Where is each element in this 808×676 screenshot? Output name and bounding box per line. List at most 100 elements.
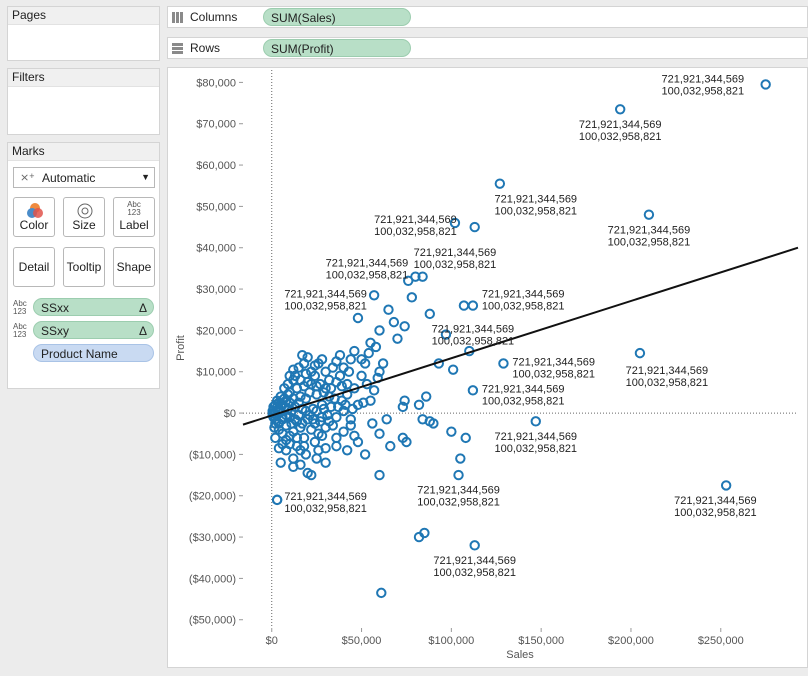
marks-field-ssxy[interactable]: SSxy Δ <box>33 321 154 339</box>
tooltip-button[interactable]: Tooltip <box>63 247 105 287</box>
shape-button[interactable]: Shape <box>113 247 155 287</box>
data-point[interactable] <box>300 449 312 460</box>
data-point[interactable] <box>356 370 367 382</box>
data-point[interactable] <box>297 418 308 429</box>
data-point[interactable] <box>341 378 353 390</box>
data-point[interactable] <box>530 416 541 427</box>
data-point[interactable] <box>277 428 288 439</box>
data-point[interactable] <box>349 430 360 441</box>
data-point[interactable] <box>345 414 356 425</box>
color-button[interactable]: Color <box>13 197 55 237</box>
size-button[interactable]: Size <box>63 197 105 237</box>
data-point[interactable] <box>325 401 337 413</box>
data-point[interactable] <box>338 426 349 437</box>
scatter-points[interactable] <box>267 79 771 599</box>
data-point[interactable] <box>359 449 371 460</box>
data-point[interactable] <box>273 443 285 454</box>
data-point[interactable] <box>349 345 360 357</box>
data-point[interactable] <box>316 354 328 365</box>
data-point[interactable] <box>614 104 626 115</box>
pages-card[interactable]: Pages <box>7 6 160 61</box>
data-point[interactable] <box>358 397 369 408</box>
data-point[interactable] <box>469 540 480 551</box>
marks-field-product-name[interactable]: Product Name <box>33 344 154 362</box>
data-point[interactable] <box>315 416 326 427</box>
data-point[interactable] <box>447 364 459 375</box>
data-point[interactable] <box>270 399 281 410</box>
data-point[interactable] <box>269 422 280 433</box>
data-point[interactable] <box>406 292 418 303</box>
data-point[interactable] <box>399 395 410 406</box>
data-point[interactable] <box>368 385 380 396</box>
rows-shelf[interactable]: Rows SUM(Profit) <box>167 37 808 59</box>
plot-area[interactable] <box>243 70 798 628</box>
data-point[interactable] <box>275 457 286 468</box>
data-point[interactable] <box>359 358 371 369</box>
marks-field-ssxx[interactable]: SSxx Δ <box>33 298 154 316</box>
data-point[interactable] <box>399 321 410 332</box>
data-point[interactable] <box>440 329 452 340</box>
data-point[interactable] <box>367 418 378 429</box>
data-point[interactable] <box>760 79 771 90</box>
data-point[interactable] <box>320 457 331 468</box>
filters-card[interactable]: Filters <box>7 68 160 135</box>
data-point[interactable] <box>306 424 317 435</box>
data-point[interactable] <box>376 587 387 599</box>
label-button[interactable]: Abc 123 Label <box>113 197 155 237</box>
data-point[interactable] <box>467 385 479 396</box>
data-point[interactable] <box>453 469 464 481</box>
data-point[interactable] <box>331 440 342 452</box>
data-point[interactable] <box>467 300 479 311</box>
data-point[interactable] <box>374 366 385 377</box>
data-point[interactable] <box>410 271 421 282</box>
data-point[interactable] <box>282 378 294 390</box>
data-point[interactable] <box>345 420 356 431</box>
columns-pill-sum-sales[interactable]: SUM(Sales) <box>263 8 411 26</box>
data-point[interactable] <box>381 414 392 425</box>
data-point[interactable] <box>365 337 376 348</box>
data-point[interactable] <box>300 368 312 379</box>
data-point[interactable] <box>309 370 321 382</box>
data-point[interactable] <box>338 405 349 417</box>
data-point[interactable] <box>309 436 321 448</box>
data-point[interactable] <box>309 360 321 371</box>
data-point[interactable] <box>352 399 364 410</box>
data-point[interactable] <box>331 376 342 388</box>
data-point[interactable] <box>421 391 432 402</box>
data-point[interactable] <box>494 178 506 189</box>
data-point[interactable] <box>446 426 457 437</box>
data-point[interactable] <box>388 316 400 328</box>
data-point[interactable] <box>331 412 342 423</box>
data-point[interactable] <box>363 347 374 359</box>
data-point[interactable] <box>320 422 331 433</box>
detail-button[interactable]: Detail <box>13 247 55 287</box>
data-point[interactable] <box>316 430 328 441</box>
data-point[interactable] <box>374 428 385 439</box>
mark-type-dropdown[interactable]: ⨯+ Automatic ▼ <box>13 167 155 188</box>
data-point[interactable] <box>288 364 299 375</box>
data-point[interactable] <box>377 358 389 369</box>
data-point[interactable] <box>428 418 439 429</box>
data-point[interactable] <box>325 383 337 394</box>
data-point[interactable] <box>295 459 306 470</box>
data-point[interactable] <box>331 356 342 367</box>
data-point[interactable] <box>302 352 313 363</box>
data-point[interactable] <box>336 395 347 406</box>
data-point[interactable] <box>345 354 356 365</box>
data-point[interactable] <box>634 347 646 359</box>
data-point[interactable] <box>267 409 278 421</box>
data-point[interactable] <box>383 304 394 315</box>
data-point[interactable] <box>311 453 322 464</box>
data-point[interactable] <box>341 445 353 456</box>
data-point[interactable] <box>341 389 353 400</box>
data-point[interactable] <box>385 440 396 452</box>
data-point[interactable] <box>284 438 295 450</box>
data-point[interactable] <box>449 217 461 229</box>
data-point[interactable] <box>643 209 655 220</box>
data-point[interactable] <box>720 480 732 491</box>
data-point[interactable] <box>291 383 303 394</box>
data-point[interactable] <box>291 432 303 444</box>
data-point[interactable] <box>322 409 333 421</box>
data-point[interactable] <box>392 333 403 344</box>
